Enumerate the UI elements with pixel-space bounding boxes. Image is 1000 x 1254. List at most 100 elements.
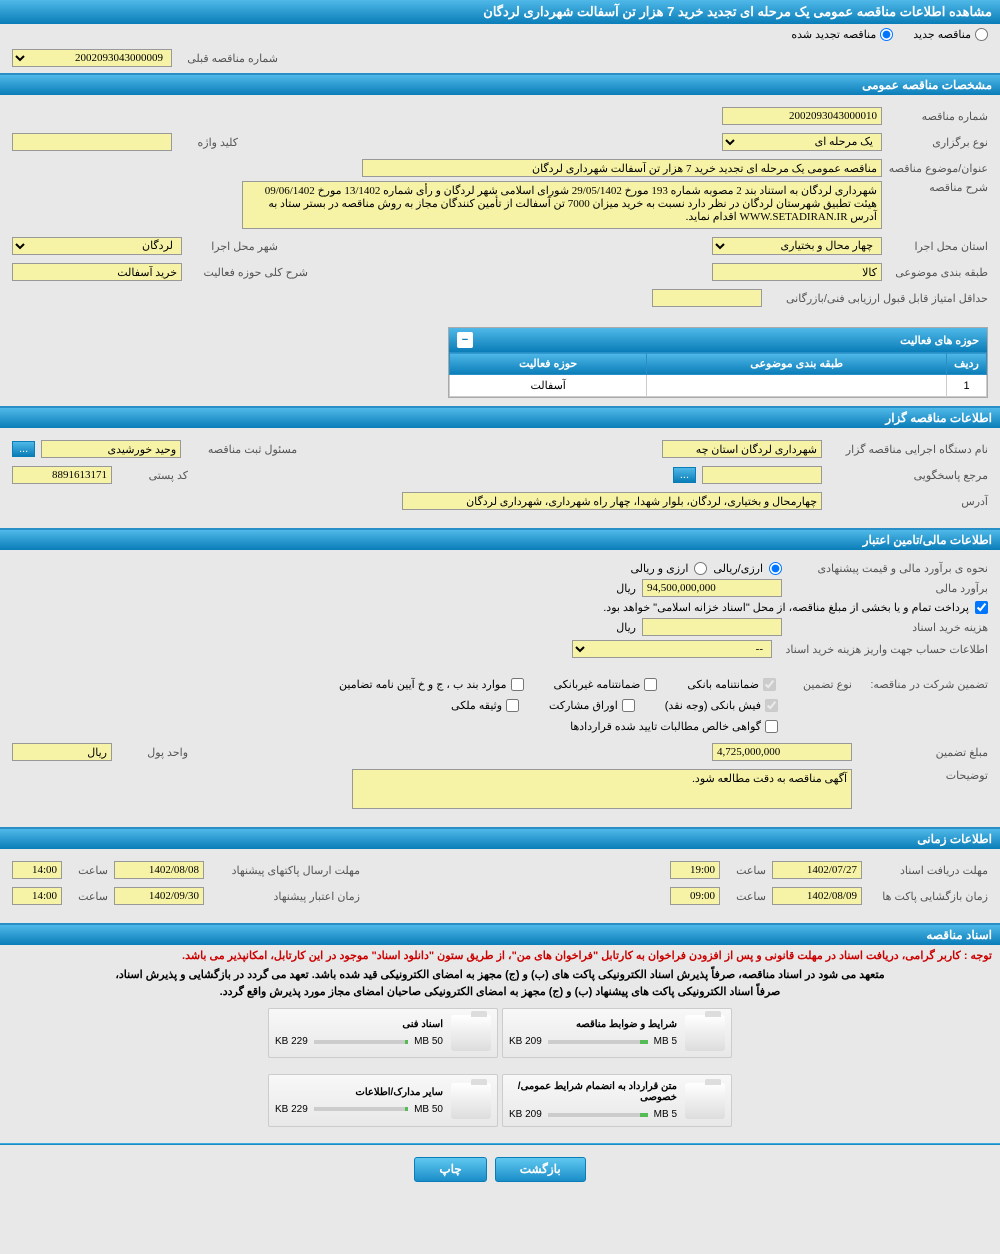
- keyword-input[interactable]: [12, 133, 172, 151]
- chk-regulation[interactable]: [511, 678, 524, 691]
- notes-textarea[interactable]: [352, 769, 852, 809]
- currency-label: ریال: [616, 582, 636, 595]
- doc-cost-label: هزینه خرید اسناد: [788, 621, 988, 634]
- folder-icon: [685, 1083, 725, 1119]
- min-score-input[interactable]: [652, 289, 762, 307]
- radio-rial[interactable]: [769, 562, 782, 575]
- chk-cash[interactable]: [765, 699, 778, 712]
- address-input[interactable]: [402, 492, 822, 510]
- chk-nonbank[interactable]: [644, 678, 657, 691]
- min-score-label: حداقل امتیاز قابل قبول ارزیابی فنی/بازرگ…: [768, 292, 988, 305]
- contact-more-button[interactable]: ...: [673, 467, 696, 483]
- documents-warning2: صرفاً اسناد الکترونیکی پاکت های پیشنهاد …: [0, 983, 1000, 1000]
- doc-cost-input[interactable]: [642, 618, 782, 636]
- back-button[interactable]: بازگشت: [495, 1157, 586, 1182]
- print-button[interactable]: چاپ: [414, 1157, 486, 1182]
- cell-act: آسفالت: [450, 375, 647, 397]
- radio-renewed-tender[interactable]: [880, 28, 893, 41]
- responsible-label: مسئول ثبت مناقصه: [187, 443, 297, 456]
- account-label: اطلاعات حساب جهت واریز هزینه خرید اسناد: [778, 643, 988, 656]
- method-opt1: ارزی/ریالی: [713, 562, 763, 575]
- file3-total: 5 MB: [654, 1109, 677, 1120]
- col-activity: حوزه فعالیت: [450, 353, 647, 375]
- province-label: استان محل اجرا: [888, 240, 988, 253]
- table-row: 1 آسفالت: [450, 375, 987, 397]
- validity-time-label: ساعت: [68, 890, 108, 903]
- folder-icon: [685, 1015, 725, 1051]
- receive-time[interactable]: [670, 861, 720, 879]
- method-opt2: ارزی و ریالی: [630, 562, 688, 575]
- unit-label: واحد پول: [118, 746, 188, 759]
- section-documents: اسناد مناقصه: [0, 923, 1000, 945]
- documents-notice: توجه : کاربر گرامی، دریافت اسناد در مهلت…: [0, 945, 1000, 966]
- prev-number-select[interactable]: 2002093043000009: [12, 49, 172, 67]
- amount-input[interactable]: [712, 743, 852, 761]
- section-timing: اطلاعات زمانی: [0, 827, 1000, 849]
- file2-total: 50 MB: [414, 1036, 443, 1047]
- file-box-1[interactable]: شرایط و ضوابط مناقصه 5 MB 209 KB: [502, 1008, 732, 1058]
- open-time[interactable]: [670, 887, 720, 905]
- postal-input[interactable]: [12, 466, 112, 484]
- file2-used: 229 KB: [275, 1036, 308, 1047]
- responsible-more-button[interactable]: ...: [12, 441, 35, 457]
- estimate-label: برآورد مالی: [788, 582, 988, 595]
- keyword-label: کلید واژه: [178, 136, 238, 149]
- file-box-2[interactable]: اسناد فنی 50 MB 229 KB: [268, 1008, 498, 1058]
- account-select[interactable]: --: [572, 640, 772, 658]
- documents-warning1: متعهد می شود در اسناد مناقصه، صرفاً پذیر…: [0, 966, 1000, 983]
- submit-date[interactable]: [114, 861, 204, 879]
- contact-label: مرجع پاسخگویی: [828, 469, 988, 482]
- section-general: مشخصات مناقصه عمومی: [0, 73, 1000, 95]
- type-select[interactable]: یک مرحله ای: [722, 133, 882, 151]
- number-input[interactable]: [722, 107, 882, 125]
- activity-desc-input[interactable]: [12, 263, 182, 281]
- col-category: طبقه بندی موضوعی: [647, 353, 947, 375]
- subject-label: عنوان/موضوع مناقصه: [888, 162, 988, 175]
- chk-bank[interactable]: [763, 678, 776, 691]
- contact-input[interactable]: [702, 466, 822, 484]
- receive-date[interactable]: [772, 861, 862, 879]
- responsible-input[interactable]: [41, 440, 181, 458]
- chk-property[interactable]: [506, 699, 519, 712]
- file3-name: متن قرارداد به انضمام شرایط عمومی/خصوصی: [509, 1081, 677, 1103]
- file1-used: 209 KB: [509, 1036, 542, 1047]
- desc-label: شرح مناقصه: [888, 181, 988, 194]
- radio-new-tender[interactable]: [975, 28, 988, 41]
- validity-time[interactable]: [12, 887, 62, 905]
- city-label: شهر محل اجرا: [188, 240, 278, 253]
- submit-time[interactable]: [12, 861, 62, 879]
- estimate-input[interactable]: [642, 579, 782, 597]
- file-grid: شرایط و ضوابط مناقصه 5 MB 209 KB اسناد ف…: [0, 1000, 1000, 1066]
- validity-label: زمان اعتبار پیشنهاد: [210, 890, 360, 903]
- main-container: مشاهده اطلاعات مناقصه عمومی یک مرحله ای …: [0, 0, 1000, 1194]
- province-select[interactable]: چهار محال و بختیاری: [712, 237, 882, 255]
- file-box-4[interactable]: سایر مدارک/اطلاعات 50 MB 229 KB: [268, 1074, 498, 1127]
- radio-new-label: مناقصه جدید: [913, 28, 971, 41]
- file4-total: 50 MB: [414, 1104, 443, 1115]
- category-input[interactable]: [712, 263, 882, 281]
- submit-time-label: ساعت: [68, 864, 108, 877]
- bottom-buttons: بازگشت چاپ: [0, 1145, 1000, 1194]
- notes-label: توضیحات: [858, 769, 988, 782]
- postal-label: کد پستی: [118, 469, 188, 482]
- file3-used: 209 KB: [509, 1109, 542, 1120]
- radio-mixed[interactable]: [694, 562, 707, 575]
- open-date[interactable]: [772, 887, 862, 905]
- file-box-3[interactable]: متن قرارداد به انضمام شرایط عمومی/خصوصی …: [502, 1074, 732, 1127]
- number-label: شماره مناقصه: [888, 110, 988, 123]
- city-select[interactable]: لردگان: [12, 237, 182, 255]
- activity-desc-label: شرح کلی حوزه فعالیت: [188, 266, 308, 279]
- grid-collapse-icon[interactable]: −: [457, 332, 473, 348]
- unit-input[interactable]: [12, 743, 112, 761]
- chk-receivables[interactable]: [765, 720, 778, 733]
- treasury-checkbox[interactable]: [975, 601, 988, 614]
- validity-date[interactable]: [114, 887, 204, 905]
- desc-textarea[interactable]: [242, 181, 882, 229]
- subject-input[interactable]: [362, 159, 882, 177]
- exec-input[interactable]: [662, 440, 822, 458]
- tender-type-row: مناقصه جدید مناقصه تجدید شده: [0, 24, 1000, 45]
- prev-number-label: شماره مناقصه قبلی: [178, 52, 278, 65]
- chk-bonds[interactable]: [622, 699, 635, 712]
- cell-num: 1: [947, 375, 987, 397]
- col-row: ردیف: [947, 353, 987, 375]
